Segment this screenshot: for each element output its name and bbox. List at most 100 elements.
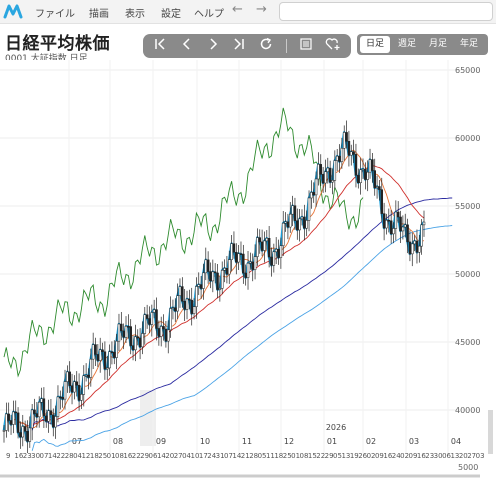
candle-body [392, 228, 395, 235]
candle-body [52, 414, 55, 428]
candle-body [270, 256, 273, 266]
search-input[interactable] [279, 2, 493, 21]
day-label: 18 [274, 452, 283, 460]
candle-body [12, 411, 15, 425]
month-label: 10 [200, 437, 210, 446]
candle-body [324, 171, 327, 184]
day-label: 04 [73, 452, 82, 460]
list-icon[interactable] [295, 37, 317, 55]
candle-body [23, 426, 27, 432]
candle-body [418, 245, 421, 253]
candle-body [178, 286, 182, 296]
candle-body [345, 132, 348, 142]
candle-body [291, 205, 294, 215]
candle-body [366, 171, 369, 180]
menu-draw[interactable]: 描画 [89, 9, 109, 20]
candle-body [406, 224, 409, 243]
favorite-add-icon[interactable] [322, 37, 344, 55]
day-label: 22 [132, 452, 141, 460]
candle-body [277, 248, 280, 258]
candle-body [394, 211, 398, 229]
y-tick-label: 55000 [455, 202, 480, 211]
candle-body [303, 216, 306, 229]
month-label: 03 [409, 437, 419, 446]
day-label: 18 [90, 452, 99, 460]
candle-body [56, 396, 60, 417]
candle-body [169, 308, 172, 331]
day-label: 13 [341, 452, 350, 460]
candle-body [195, 286, 198, 307]
candle-body [141, 333, 144, 348]
candle-body [122, 330, 125, 338]
menu-view[interactable]: 表示 [125, 9, 145, 20]
candle-body [84, 374, 88, 377]
arrow-left-icon[interactable]: ← [232, 2, 243, 17]
candle-body [420, 224, 423, 247]
candle-body [14, 411, 17, 414]
last-icon[interactable] [228, 37, 250, 55]
tab-yearly[interactable]: 年足 [459, 39, 478, 49]
candle-body [7, 413, 10, 421]
candle-body [319, 164, 323, 175]
candle-body [131, 345, 135, 351]
day-label: 13 [450, 452, 459, 460]
candle-body [124, 326, 128, 338]
y-tick-label: 40000 [455, 406, 480, 415]
vertical-scrollbar[interactable] [488, 410, 493, 454]
menu-settings[interactable]: 設定 [161, 9, 181, 20]
candle-body [117, 323, 121, 342]
day-label: 19 [350, 452, 359, 460]
day-label: 27 [467, 452, 476, 460]
candle-body [399, 216, 402, 232]
menu-help[interactable]: ヘルプ [194, 9, 224, 20]
candle-body [75, 381, 78, 386]
candle-body [373, 170, 376, 189]
candle-body [108, 351, 111, 369]
candle-body [326, 167, 330, 172]
day-label: 05 [333, 452, 342, 460]
candle-body [284, 221, 287, 224]
day-label: 01 [291, 452, 300, 460]
lagging-span-line [3, 107, 364, 378]
candle-body [94, 344, 97, 355]
y-axis: 65000 60000 55000 50000 45000 40000 [455, 66, 480, 415]
arrow-right-icon[interactable]: → [256, 2, 267, 17]
candle-body [281, 222, 285, 246]
candle-body [408, 241, 412, 255]
candle-body [415, 240, 419, 253]
candle-body [166, 329, 170, 342]
candle-body [42, 398, 46, 417]
candle-body [115, 340, 118, 358]
candle-body [213, 271, 217, 274]
tab-daily[interactable]: 日足 [360, 36, 390, 53]
refresh-icon[interactable] [255, 37, 277, 55]
menu-file[interactable]: ファイル [35, 9, 75, 20]
day-label: 28 [65, 452, 74, 460]
candle-body [331, 180, 334, 183]
day-label: 06 [149, 452, 158, 460]
candle-body [70, 385, 74, 393]
candle-body [289, 213, 292, 228]
candle-body [230, 243, 233, 260]
toolbar-divider [286, 39, 287, 53]
candle-body [378, 186, 381, 190]
candle-body [138, 337, 142, 348]
prev-icon[interactable] [176, 37, 198, 55]
day-label: 24 [392, 452, 401, 460]
candle-body [66, 371, 69, 382]
candle-body [26, 431, 29, 442]
day-label: 11 [266, 452, 275, 460]
first-icon[interactable] [149, 37, 171, 55]
tab-monthly[interactable]: 月足 [428, 39, 447, 49]
candle-body [298, 218, 301, 231]
candle-body [54, 416, 57, 428]
candle-body [143, 314, 147, 334]
candle-body [239, 253, 243, 255]
tab-weekly[interactable]: 週足 [397, 39, 416, 49]
day-label: 23 [425, 452, 434, 460]
candle-body [256, 237, 259, 257]
candle-body [403, 224, 407, 228]
page-title: 日経平均株価 [5, 34, 110, 54]
next-icon[interactable] [202, 37, 224, 55]
